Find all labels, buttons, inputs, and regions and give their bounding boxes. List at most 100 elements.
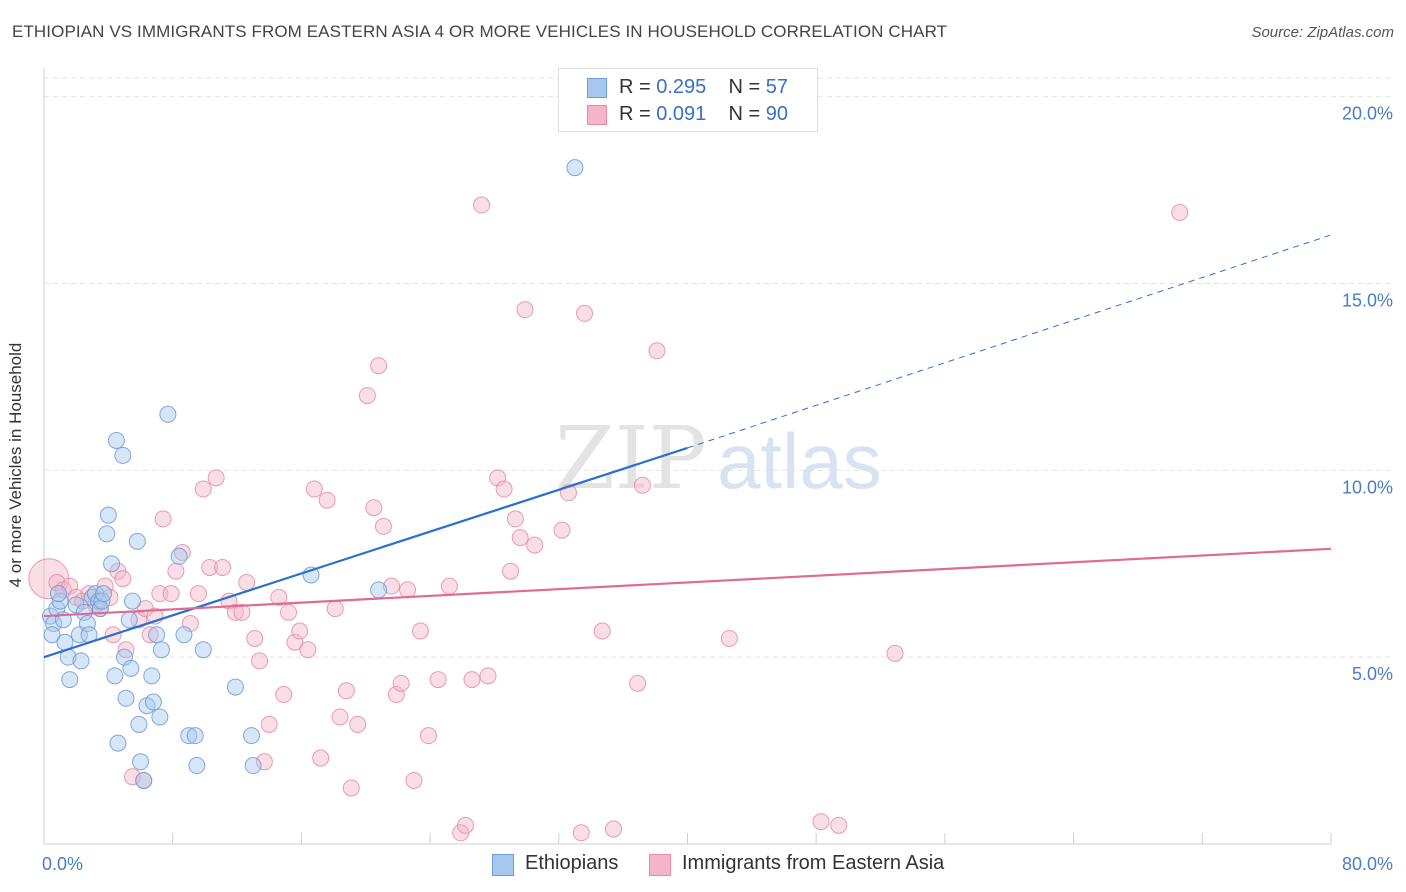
eastern-asia-point bbox=[495, 480, 513, 498]
ethiopians-point bbox=[117, 689, 135, 707]
eastern-asia-point bbox=[226, 603, 244, 621]
eastern-asia-point bbox=[189, 585, 207, 603]
eastern-asia-point bbox=[648, 342, 666, 360]
ethiopians-point bbox=[128, 532, 146, 550]
n-value: 57 bbox=[765, 76, 789, 98]
ethiopians-point bbox=[114, 446, 132, 464]
eastern-asia-point bbox=[604, 820, 622, 838]
eastern-asia-point bbox=[593, 622, 611, 640]
y-tick-label: 5.0% bbox=[1352, 664, 1393, 684]
y-tick-label: 20.0% bbox=[1342, 104, 1393, 124]
eastern-asia-point bbox=[207, 469, 225, 487]
eastern-asia-point bbox=[280, 603, 298, 621]
legend-label: Immigrants from Eastern Asia bbox=[682, 852, 945, 874]
r-label: R = bbox=[619, 103, 657, 125]
eastern-asia-point bbox=[114, 570, 132, 588]
legend-swatch-eastern-asia bbox=[649, 854, 671, 876]
eastern-asia-point bbox=[463, 671, 481, 689]
eastern-asia-point bbox=[553, 521, 571, 539]
watermark: ZIP atlas bbox=[555, 409, 882, 509]
ethiopians-point bbox=[159, 405, 177, 423]
trend-lines bbox=[43, 234, 1332, 659]
ethiopians-point bbox=[130, 715, 148, 733]
n-label: N = bbox=[728, 76, 766, 98]
r-value: 0.295 bbox=[656, 76, 707, 98]
ethiopians-point bbox=[132, 753, 150, 771]
ethiopians-point bbox=[75, 603, 93, 621]
ethiopians-point bbox=[175, 626, 193, 644]
eastern-asia-point bbox=[154, 510, 172, 528]
legend-label: Ethiopians bbox=[525, 852, 619, 874]
source-label: Source: ZipAtlas.com bbox=[1251, 24, 1394, 41]
ethiopians-point bbox=[151, 708, 169, 726]
eastern-asia-point bbox=[720, 629, 738, 647]
watermark-zip: ZIP bbox=[555, 409, 707, 509]
r-label: R = bbox=[619, 76, 657, 98]
ethiopians-trend-line bbox=[43, 446, 688, 659]
eastern-asia-point bbox=[429, 671, 447, 689]
ethiopians-point bbox=[143, 667, 161, 685]
eastern-asia-point bbox=[286, 633, 304, 651]
ethiopians-point bbox=[148, 626, 166, 644]
n-value: 90 bbox=[765, 103, 789, 125]
eastern-asia-point bbox=[479, 667, 497, 685]
ethiopians-point bbox=[566, 159, 584, 177]
eastern-asia-point bbox=[162, 585, 180, 603]
ethiopians-point bbox=[194, 641, 212, 659]
eastern-asia-point bbox=[576, 304, 594, 322]
x-tick-label: 80.0% bbox=[1342, 854, 1393, 874]
legend-swatch-ethiopians bbox=[587, 78, 607, 98]
eastern-asia-point bbox=[365, 499, 383, 517]
eastern-asia-point bbox=[167, 562, 185, 580]
ethiopians-point bbox=[186, 727, 204, 745]
eastern-asia-point bbox=[331, 708, 349, 726]
eastern-asia-point bbox=[387, 686, 405, 704]
ethiopians-point bbox=[244, 757, 262, 775]
y-tick-label: 10.0% bbox=[1342, 477, 1393, 497]
eastern-asia-point bbox=[275, 686, 293, 704]
stats-text: R = 0.295 N = 57 bbox=[619, 76, 788, 99]
ethiopians-point bbox=[49, 585, 67, 603]
eastern-asia-point bbox=[238, 573, 256, 591]
data-points bbox=[28, 159, 1189, 842]
ethiopians-point bbox=[103, 555, 121, 573]
ethiopians-trend-extension bbox=[687, 234, 1332, 449]
eastern-asia-point bbox=[312, 749, 330, 767]
eastern-asia-point bbox=[473, 196, 491, 214]
ethiopians-point bbox=[144, 693, 162, 711]
eastern-asia-point bbox=[246, 629, 264, 647]
ethiopians-point bbox=[99, 506, 117, 524]
y-tick-label: 15.0% bbox=[1342, 291, 1393, 311]
eastern-asia-point bbox=[456, 816, 474, 834]
eastern-asia-point bbox=[270, 588, 288, 606]
grid-lines bbox=[44, 77, 1392, 658]
ethiopians-point bbox=[95, 585, 113, 603]
ethiopians-point bbox=[109, 734, 127, 752]
eastern-asia-point bbox=[260, 715, 278, 733]
eastern-asia-point bbox=[516, 301, 534, 319]
ethiopians-point bbox=[122, 659, 140, 677]
eastern-asia-point bbox=[305, 480, 323, 498]
eastern-asia-point bbox=[411, 622, 429, 640]
ethiopians-point bbox=[226, 678, 244, 696]
stats-text: R = 0.091 N = 90 bbox=[619, 103, 788, 126]
ethiopians-point bbox=[61, 671, 79, 689]
eastern-asia-point bbox=[506, 510, 524, 528]
eastern-asia-point bbox=[633, 476, 651, 494]
stats-legend: R = 0.295 N = 57 R = 0.091 N = 90 bbox=[558, 68, 818, 132]
eastern-asia-point bbox=[629, 674, 647, 692]
eastern-asia-point bbox=[419, 727, 437, 745]
eastern-asia-point bbox=[440, 577, 458, 595]
eastern-asia-point bbox=[886, 644, 904, 662]
ethiopians-point bbox=[120, 611, 138, 629]
ethiopians-point bbox=[188, 757, 206, 775]
chart-title: ETHIOPIAN VS IMMIGRANTS FROM EASTERN ASI… bbox=[12, 22, 948, 41]
eastern-asia-point bbox=[214, 558, 232, 576]
series-legend: Ethiopians Immigrants from Eastern Asia bbox=[0, 850, 1406, 878]
eastern-asia-trend-line bbox=[43, 547, 1332, 618]
eastern-asia-point bbox=[299, 641, 317, 659]
ethiopians-point bbox=[123, 592, 141, 610]
eastern-asia-point bbox=[123, 768, 141, 786]
eastern-asia-point bbox=[342, 779, 360, 797]
